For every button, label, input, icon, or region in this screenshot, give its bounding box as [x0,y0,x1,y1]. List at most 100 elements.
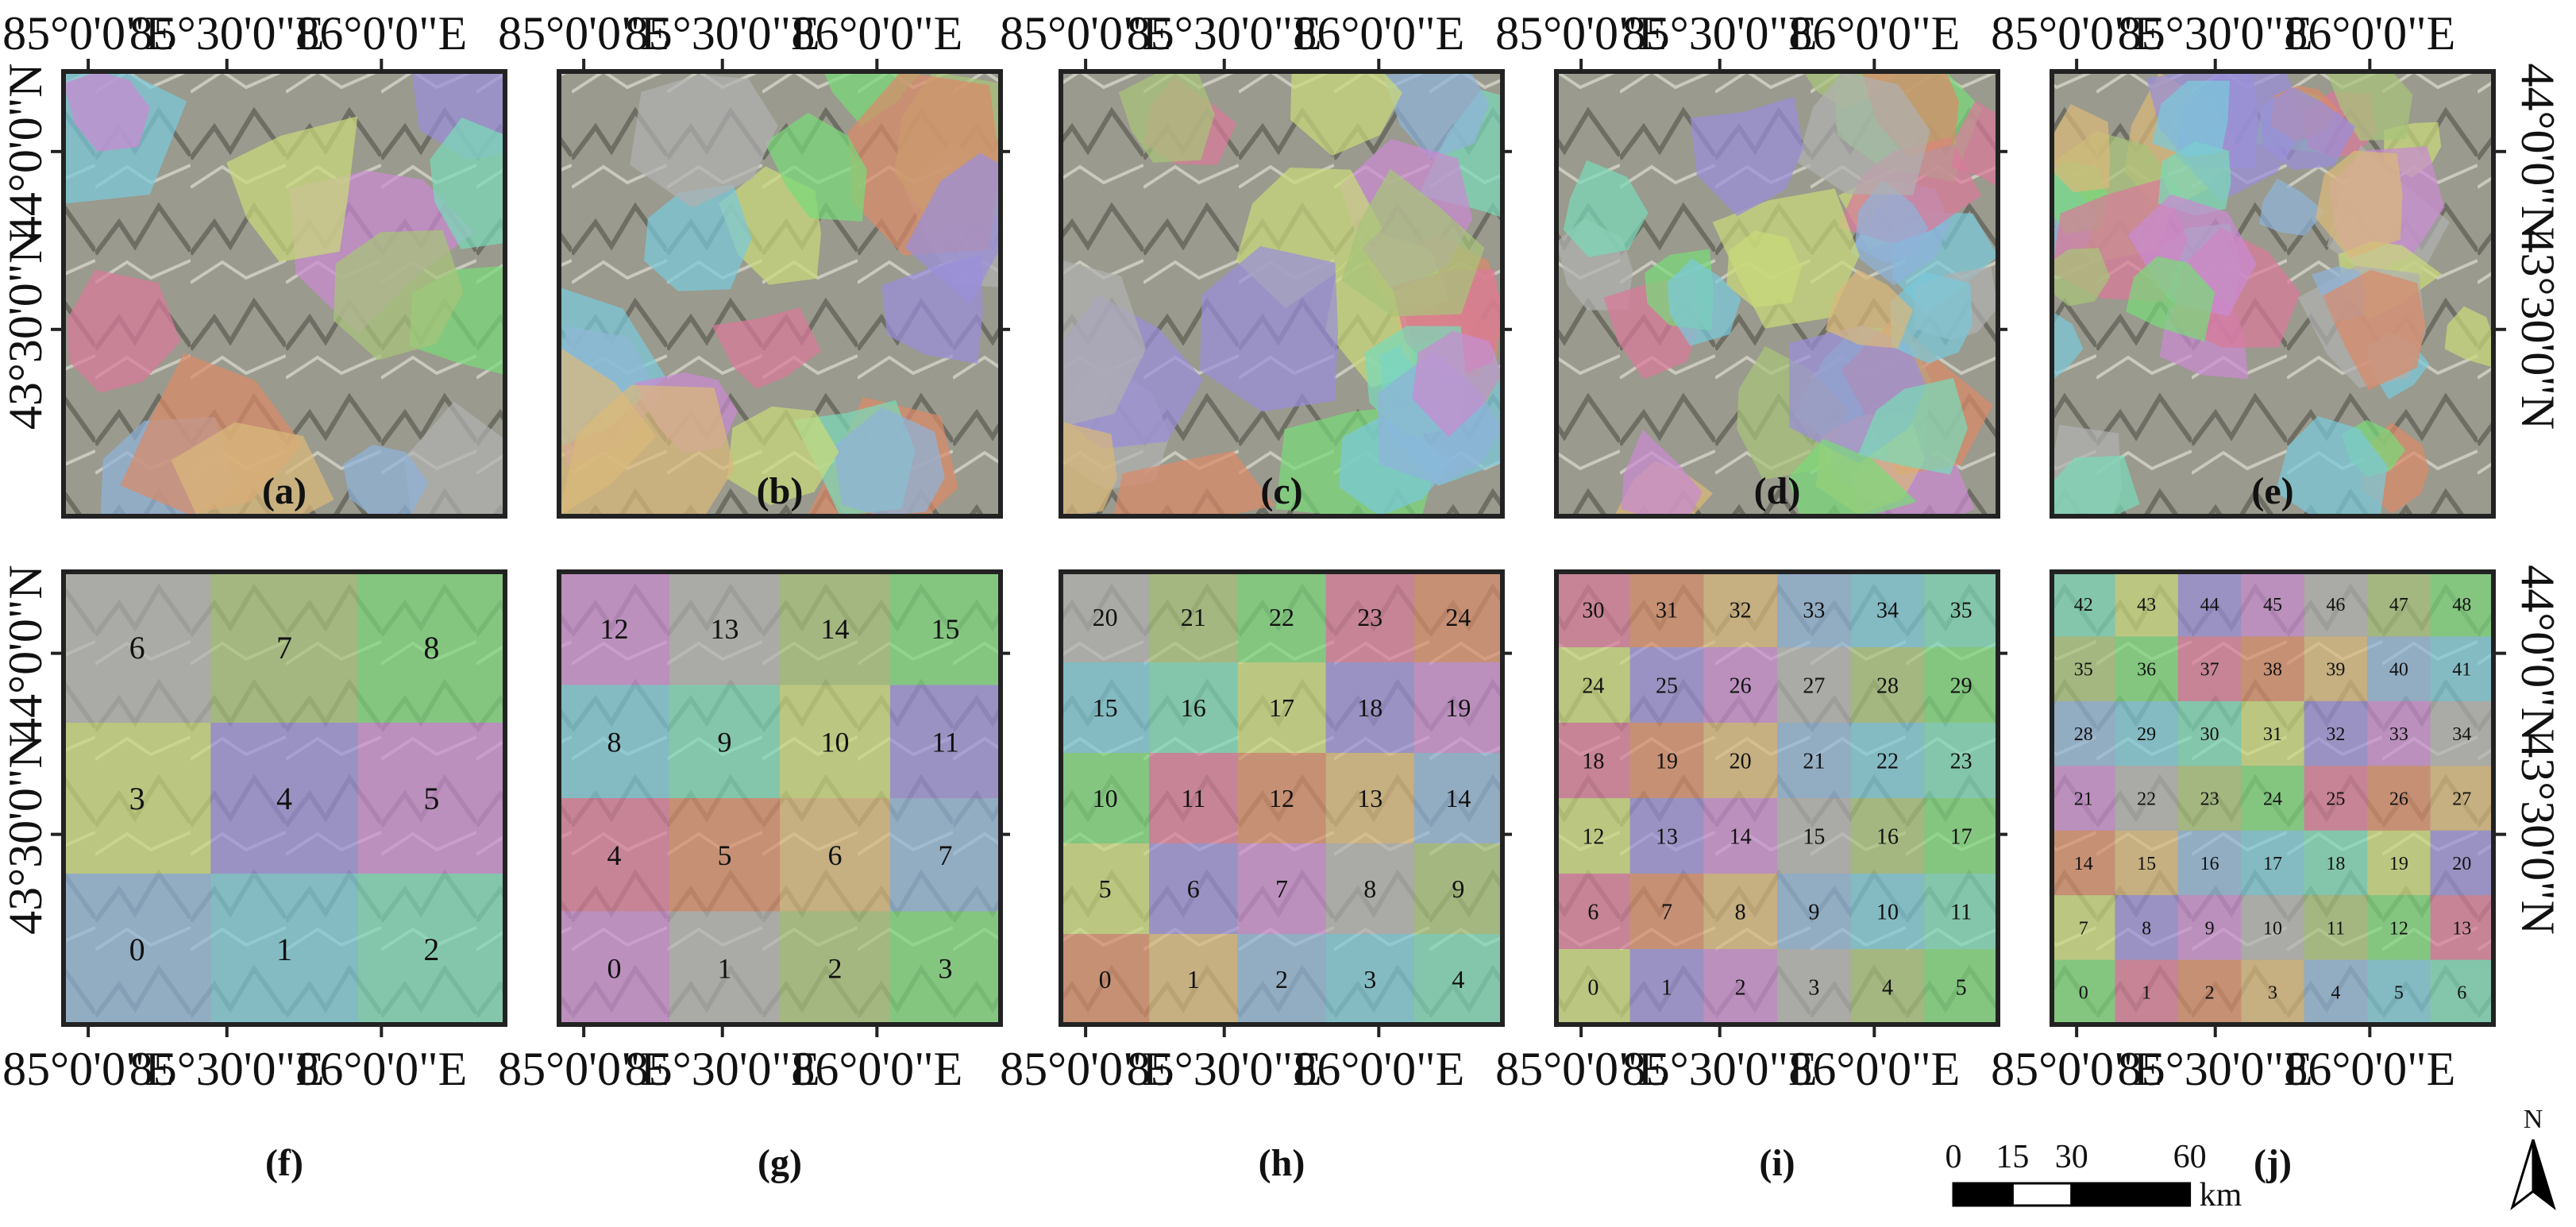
scale-bar-segment [1952,1182,2014,1207]
panel-label: (e) [2251,470,2293,512]
grid-cell [1556,723,1630,798]
grid-cell-number: 27 [2452,789,2471,809]
map-frame [2050,569,2496,1027]
grid-cell [1777,723,1851,798]
grid-cell [357,874,505,1024]
catchment-region [2275,416,2388,516]
lon-tick-label: 85°30'0"E [129,7,325,60]
grid-cell-number: 33 [1803,598,1825,623]
catchment-region [1061,260,1146,427]
catchment-region [1061,423,1117,516]
grid-cell [64,572,211,723]
grid-cell-number: 7 [1661,900,1672,924]
grid-cell-number: 8 [2142,918,2151,939]
grid-cell [2430,895,2493,960]
grid-cell [2304,636,2368,701]
catchment-region [1341,168,1485,317]
grid-cell-number: 24 [1582,673,1604,698]
grid-cell-number: 35 [1950,598,1972,623]
grid-cell-number: 10 [2263,918,2282,939]
grid-cell [2367,766,2431,831]
grid-cell [2430,572,2493,637]
grid-cell [1149,662,1238,753]
grid-cell-number: 5 [423,781,439,816]
grid-cell-number: 14 [1730,824,1752,849]
lat-tick-label: 44°0'0"N [2512,565,2564,742]
catchment-region [2259,178,2325,236]
grid-cell-number: 12 [1269,784,1294,812]
lon-tick-label: 85°30'0"E [1127,7,1322,60]
grid-cell [1777,798,1851,874]
grid-cell-number: 2 [423,932,439,967]
grid-cell-number: 6 [1587,900,1598,924]
lon-tick-label: 86°0'0"E [2284,1043,2455,1095]
lon-tick-label: 85°30'0"E [1622,1043,1818,1095]
lon-tick-label: 85°0'0"E [1000,7,1171,60]
grid-cell [2177,700,2242,766]
grid-cell [1413,843,1502,934]
grid-cell-number: 3 [129,781,145,816]
grid-cell [1703,723,1777,798]
grid-cell-number: 43 [2137,595,2156,615]
catchment-region [765,112,867,222]
grid-cell-number: 6 [828,839,843,871]
grid-cell-number: 20 [1730,749,1752,774]
grid-cell-number: 28 [1876,673,1899,698]
map-frame [1554,569,2000,1027]
grid-cell [559,572,669,685]
grid-cell [1325,934,1414,1024]
grid-cell-number: 15 [2137,854,2156,874]
grid-cell [559,911,669,1024]
panel-label: (h) [1259,1142,1305,1184]
lon-tick-label: 86°0'0"E [1788,7,1960,60]
grid-cell-number: 37 [2200,660,2219,681]
grid-cell [1149,843,1238,934]
north-arrow-icon: N [2510,1105,2556,1211]
grid-cell [1629,874,1704,949]
grid-cell-number: 34 [1876,598,1899,623]
grid-cell [2241,895,2304,960]
grid-cell-number: 11 [2327,918,2345,939]
panel-label: (j) [2254,1142,2292,1184]
grid-cell [1556,572,1630,647]
catchment-region [1857,377,1968,475]
grid-cell-number: 4 [607,839,622,871]
grid-cell-number: 21 [1181,603,1206,631]
lat-tick-label: 43°30'0"N [2512,734,2564,935]
catchment-region [2152,80,2230,157]
grid-cell [1413,572,1502,662]
catchment-region [1563,160,1649,257]
grid-cell [2430,766,2493,831]
grid-cell-number: 21 [2074,789,2093,809]
scale-bar-segment [2011,1182,2073,1207]
grid-cell-number: 1 [1187,965,1200,994]
grid-cell-number: 42 [2074,595,2093,615]
lon-tick-label: 85°0'0"E [1495,1043,1667,1095]
grid-cell-number: 1 [1661,975,1672,1000]
grid-cell [1556,647,1630,723]
grid-cell-number: 30 [1582,598,1604,623]
grid-cell [780,685,890,798]
grid-cell-number: 7 [1275,874,1288,903]
grid-cell [1777,572,1851,647]
grid-cell [890,911,1001,1024]
grid-cell-number: 35 [2074,660,2093,681]
grid-cell-number: 24 [1445,603,1471,631]
grid-cell-number: 39 [2326,660,2345,681]
grid-cell-number: 10 [1876,900,1899,924]
catchment-region [343,444,429,516]
grid-cell-number: 7 [939,839,953,871]
grid-cell [1061,843,1150,934]
catchment-region [833,407,945,516]
grid-cell [1924,572,1998,647]
grid-cell [2304,830,2368,896]
grid-cell-number: 8 [423,630,439,666]
grid-cell [1629,723,1704,798]
grid-cell-number: 5 [2394,983,2404,1004]
grid-cell [2367,572,2431,637]
grid-cell-number: 16 [1876,824,1899,849]
grid-cell [2430,830,2493,896]
grid-cell-number: 9 [1452,874,1464,903]
